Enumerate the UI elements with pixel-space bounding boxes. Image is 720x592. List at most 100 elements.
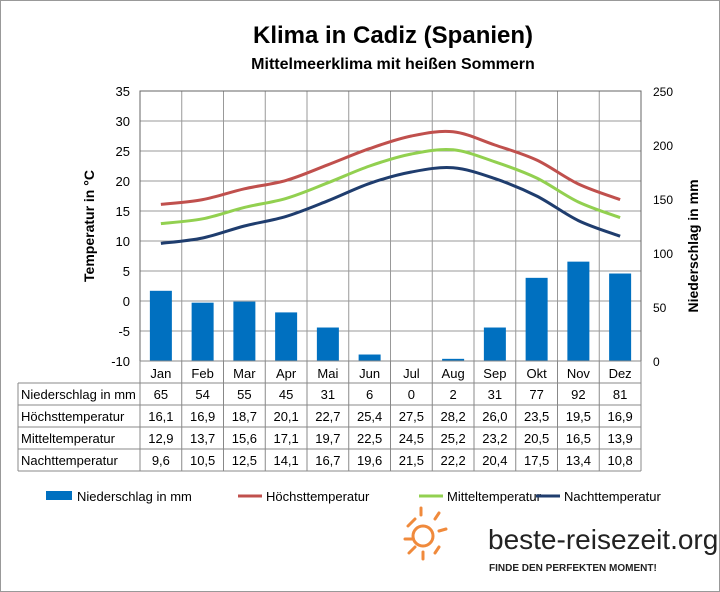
- month-label: Nov: [567, 366, 591, 381]
- table-cell: 28,2: [440, 409, 465, 424]
- table-cell: 31: [321, 387, 335, 402]
- table-cell: 77: [529, 387, 543, 402]
- y-tick-right: 150: [653, 193, 673, 207]
- table-cell: 20,4: [482, 453, 507, 468]
- sun-ray: [437, 527, 448, 533]
- chart-subtitle: Mittelmeerklima mit heißen Sommern: [251, 56, 535, 73]
- table-cell: 16,9: [190, 409, 215, 424]
- table-cell: 19,6: [357, 453, 382, 468]
- table-cell: 16,9: [607, 409, 632, 424]
- precip-bar: [483, 327, 506, 361]
- table-cell: 55: [237, 387, 251, 402]
- table-cell: 16,1: [148, 409, 173, 424]
- table-row-label: Mitteltemperatur: [21, 431, 116, 446]
- table-cell: 22,7: [315, 409, 340, 424]
- month-label: Jun: [359, 366, 380, 381]
- precip-bar: [316, 327, 339, 361]
- y-tick-left: 20: [116, 174, 130, 189]
- table-cell: 23,2: [482, 431, 507, 446]
- table-cell: 26,0: [482, 409, 507, 424]
- y-tick-left: -10: [111, 354, 130, 369]
- logo-text: beste-reisezeit.org: [488, 524, 718, 555]
- logo-slogan: FINDE DEN PERFEKTEN MOMENT!: [489, 563, 657, 574]
- chart-title: Klima in Cadiz (Spanien): [253, 22, 533, 49]
- precip-bar: [233, 301, 256, 361]
- table-cell: 12,9: [148, 431, 173, 446]
- table-cell: 17,1: [273, 431, 298, 446]
- sun-ray: [407, 545, 417, 555]
- table-cell: 13,4: [566, 453, 591, 468]
- month-label: Mar: [233, 366, 256, 381]
- table-cell: 10,8: [607, 453, 632, 468]
- sun-ray: [406, 517, 417, 528]
- table-cell: 22,5: [357, 431, 382, 446]
- legend-label: Mitteltemperatur: [447, 489, 542, 504]
- series-line-höchsttemperatur: [160, 129, 621, 206]
- month-label: Okt: [527, 366, 548, 381]
- y-tick-left: 10: [116, 234, 130, 249]
- series-line-nachttemperatur: [160, 166, 621, 245]
- table-cell: 16,7: [315, 453, 340, 468]
- table-cell: 20,1: [273, 409, 298, 424]
- y-axis-left-label: Temperatur in °C: [81, 170, 97, 282]
- month-label: Aug: [442, 366, 465, 381]
- month-label: Apr: [276, 366, 297, 381]
- table-cell: 92: [571, 387, 585, 402]
- table-cell: 10,5: [190, 453, 215, 468]
- table-cell: 27,5: [399, 409, 424, 424]
- table-cell: 54: [195, 387, 209, 402]
- table-cell: 24,5: [399, 431, 424, 446]
- table-cell: 17,5: [524, 453, 549, 468]
- sun-ray: [433, 545, 441, 555]
- table-cell: 0: [408, 387, 415, 402]
- month-label: Jan: [150, 366, 171, 381]
- series-line-mitteltemperatur: [160, 147, 621, 226]
- table-cell: 19,7: [315, 431, 340, 446]
- logo: beste-reisezeit.org FINDE DEN PERFEKTEN …: [403, 506, 718, 574]
- sun-disc: [411, 524, 435, 548]
- y-tick-right: 100: [653, 247, 673, 261]
- table-cell: 81: [613, 387, 627, 402]
- table-cell: 65: [154, 387, 168, 402]
- table-row-label: Nachttemperatur: [21, 453, 118, 468]
- y-tick-left: 15: [116, 204, 130, 219]
- y-tick-right: 50: [653, 301, 667, 315]
- y-tick-left: 30: [116, 114, 130, 129]
- table-cell: 14,1: [273, 453, 298, 468]
- y-tick-left: 5: [123, 264, 130, 279]
- y-tick-left: 25: [116, 144, 130, 159]
- table-cell: 22,2: [440, 453, 465, 468]
- precip-bar: [609, 273, 632, 361]
- month-label: Mai: [317, 366, 338, 381]
- table-row-label: Höchsttemperatur: [21, 409, 125, 424]
- table-cell: 2: [450, 387, 457, 402]
- table-cell: 9,6: [152, 453, 170, 468]
- table-cell: 16,5: [566, 431, 591, 446]
- precip-bar: [358, 354, 381, 361]
- legend-label: Nachttemperatur: [564, 489, 661, 504]
- table-cell: 19,5: [566, 409, 591, 424]
- legend-label: Höchsttemperatur: [266, 489, 370, 504]
- month-label: Jul: [403, 366, 420, 381]
- table-cell: 31: [488, 387, 502, 402]
- precip-bar: [191, 302, 214, 361]
- table-cell: 45: [279, 387, 293, 402]
- precip-bar: [442, 358, 465, 361]
- y-tick-right: 200: [653, 139, 673, 153]
- table-cell: 13,7: [190, 431, 215, 446]
- y-tick-right: 250: [653, 85, 673, 99]
- month-label: Sep: [483, 366, 506, 381]
- y-axis-right-label: Niederschlag in mm: [685, 179, 701, 312]
- y-tick-left: -5: [118, 324, 130, 339]
- table-cell: 25,4: [357, 409, 382, 424]
- table-cell: 15,6: [232, 431, 257, 446]
- table-cell: 25,2: [440, 431, 465, 446]
- sun-icon: [403, 506, 448, 561]
- precip-bar: [275, 312, 298, 361]
- table-cell: 20,5: [524, 431, 549, 446]
- y-tick-left: 0: [123, 294, 130, 309]
- sun-ray: [433, 511, 441, 521]
- month-label: Dez: [609, 366, 632, 381]
- y-tick-right: 0: [653, 355, 660, 369]
- table-row-label: Niederschlag in mm: [21, 387, 136, 402]
